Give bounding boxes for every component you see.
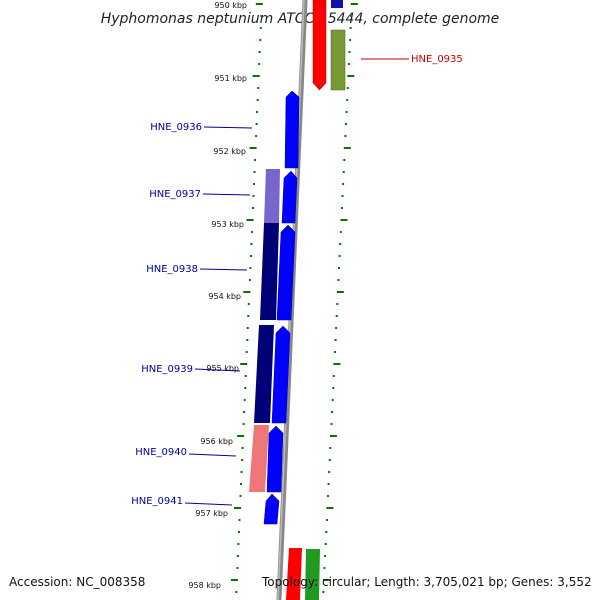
ortholog-feature-purple (264, 169, 280, 223)
label-leader (202, 193, 251, 196)
accession-text: Accession: NC_008358 (9, 575, 145, 589)
gene-labels: HNE_0935 HNE_0936 HNE_0937 HNE_0938 HNE_… (131, 54, 463, 507)
gene-label-hne-0936[interactable]: HNE_0936 (150, 122, 202, 133)
forward-strand-features (263, 90, 300, 525)
kbp-label: 954 kbp (208, 292, 241, 301)
gene-feature-hne-0941[interactable] (263, 493, 280, 525)
ortholog-feature-dark (260, 223, 279, 320)
ortholog-feature-olive (330, 29, 346, 91)
feature-blue-top (331, 0, 343, 8)
gene-label-hne-0935[interactable]: HNE_0935 (411, 54, 463, 65)
kbp-label: 952 kbp (213, 147, 246, 156)
gene-label-hne-0938[interactable]: HNE_0938 (146, 264, 198, 275)
gene-feature-hne-0936[interactable] (284, 90, 300, 169)
gene-label-hne-0941[interactable]: HNE_0941 (131, 496, 183, 507)
ortholog-feature-pink (249, 425, 269, 492)
label-leader (194, 368, 241, 372)
label-leader (203, 126, 253, 129)
gene-label-hne-0940[interactable]: HNE_0940 (135, 447, 187, 458)
gene-feature-hne-0940[interactable] (266, 425, 284, 493)
gene-label-hne-0939[interactable]: HNE_0939 (141, 364, 193, 375)
label-leader (188, 453, 237, 457)
feature-green-bottom (305, 549, 320, 600)
kbp-label: 950 kbp (214, 1, 247, 10)
feature-red-bottom (286, 548, 302, 600)
kbp-label: 957 kbp (195, 509, 228, 518)
kbp-label: 953 kbp (211, 220, 244, 229)
topology-text: Topology: circular; Length: 3,705,021 bp… (261, 575, 592, 589)
kbp-label: 958 kbp (188, 581, 221, 590)
gene-feature-hne-0937[interactable] (281, 170, 298, 224)
gene-feature-hne-0938[interactable] (276, 224, 296, 321)
kbp-scale: 950 kbp 951 kbp 952 kbp 953 kbp 954 kbp … (188, 1, 247, 590)
genome-title: Hyphomonas neptunium ATCC 15444, complet… (101, 11, 500, 27)
gene-feature-hne-0939[interactable] (271, 325, 291, 424)
left-tick-track (230, 3, 263, 593)
gene-label-hne-0937[interactable]: HNE_0937 (149, 189, 201, 200)
reverse-strand-features (286, 0, 346, 600)
label-leader (199, 268, 248, 271)
kbp-label: 951 kbp (214, 74, 247, 83)
gene-feature-hne-0935[interactable] (312, 0, 327, 91)
label-leader (184, 502, 233, 506)
ortholog-features (249, 169, 280, 492)
right-tick-track (322, 3, 358, 593)
ortholog-feature-dark (254, 325, 274, 423)
kbp-label: 956 kbp (200, 437, 233, 446)
kbp-label: 955 kbp (206, 364, 239, 373)
